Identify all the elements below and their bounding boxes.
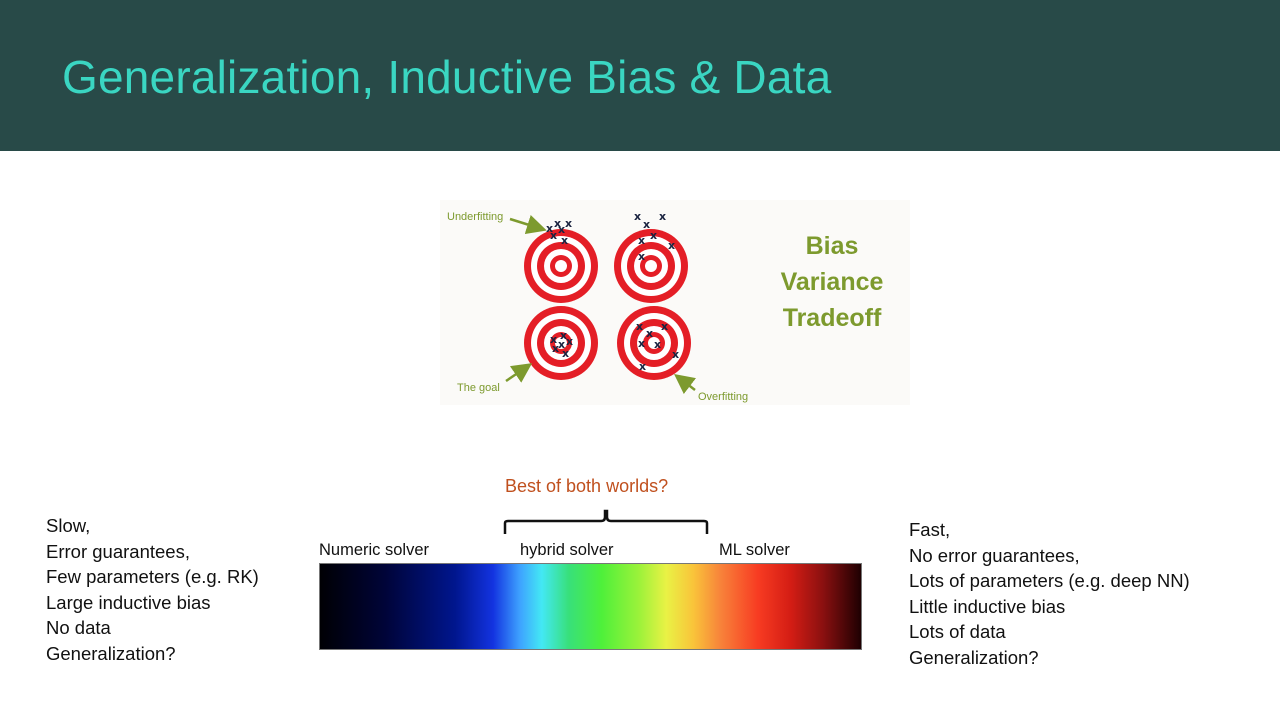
svg-text:x: x: [643, 218, 650, 231]
underfitting-label: Underfitting: [447, 211, 503, 223]
svg-text:x: x: [634, 210, 641, 223]
svg-text:x: x: [550, 229, 557, 242]
bias-variance-tradeoff-heading: Bias Variance Tradeoff: [762, 228, 902, 336]
svg-text:x: x: [638, 250, 645, 263]
svg-text:x: x: [546, 222, 553, 235]
best-of-both-worlds-label: Best of both worlds?: [505, 476, 669, 496]
left-line-data: No data: [46, 617, 111, 639]
svg-text:x: x: [661, 320, 668, 333]
svg-text:x: x: [558, 223, 565, 236]
left-line-speed: Slow,: [46, 515, 91, 536]
svg-text:x: x: [558, 338, 565, 351]
right-line-guarantees: No error guarantees,: [909, 544, 1080, 566]
svg-text:x: x: [668, 239, 675, 252]
svg-text:x: x: [646, 327, 653, 340]
the-goal-label: The goal: [457, 382, 500, 394]
numeric-solver-label: Numeric solver: [319, 541, 430, 559]
svg-text:x: x: [638, 234, 645, 247]
left-line-inductive-bias: Large inductive bias: [46, 591, 211, 613]
svg-text:x: x: [550, 333, 557, 346]
svg-text:x: x: [654, 338, 661, 351]
right-column: Fast, No error guarantees, Lots of param…: [909, 517, 1190, 671]
svg-text:x: x: [561, 234, 568, 247]
svg-text:x: x: [566, 335, 573, 348]
left-line-generalization: Generalization?: [46, 642, 176, 664]
hybrid-solver-label: hybrid solver: [520, 541, 614, 559]
svg-text:x: x: [659, 210, 666, 223]
left-line-guarantees: Error guarantees,: [46, 540, 190, 562]
right-line-generalization: Generalization?: [909, 646, 1039, 668]
svg-text:x: x: [562, 347, 569, 360]
right-line-inductive-bias: Little inductive bias: [909, 595, 1066, 617]
target-top-right: [614, 229, 688, 303]
left-line-parameters: Few parameters (e.g. RK): [46, 566, 259, 588]
svg-text:x: x: [650, 229, 657, 242]
right-line-parameters: Lots of parameters (e.g. deep NN): [909, 570, 1190, 592]
left-column: Slow, Error guarantees, Few parameters (…: [46, 513, 259, 667]
arrow-underfitting: [509, 214, 547, 235]
svg-text:x: x: [638, 337, 645, 350]
arrow-the-goal: [505, 363, 533, 383]
target-underfitting: [524, 229, 598, 303]
title-bar: Generalization, Inductive Bias & Data: [0, 0, 1280, 151]
svg-text:x: x: [552, 342, 559, 355]
heading-line-variance: Variance: [780, 268, 884, 296]
svg-text:x: x: [565, 217, 572, 230]
svg-text:x: x: [639, 360, 646, 373]
slide-title: Generalization, Inductive Bias & Data: [62, 51, 832, 103]
solver-spectrum-bar: [319, 563, 862, 650]
svg-text:x: x: [636, 320, 643, 333]
heading-line-bias: Bias: [805, 232, 859, 260]
svg-text:x: x: [554, 217, 561, 230]
right-line-data: Lots of data: [909, 621, 1006, 643]
arrow-overfitting: [674, 373, 696, 395]
right-line-speed: Fast,: [909, 519, 951, 540]
target-the-goal: [524, 306, 598, 380]
overfitting-label: Overfitting: [698, 391, 748, 403]
heading-line-tradeoff: Tradeoff: [782, 304, 882, 332]
target-overfitting: [617, 306, 691, 380]
curly-brace-icon: [503, 509, 709, 534]
svg-text:x: x: [560, 329, 567, 342]
ml-solver-label: ML solver: [719, 541, 790, 559]
svg-text:x: x: [672, 348, 679, 361]
